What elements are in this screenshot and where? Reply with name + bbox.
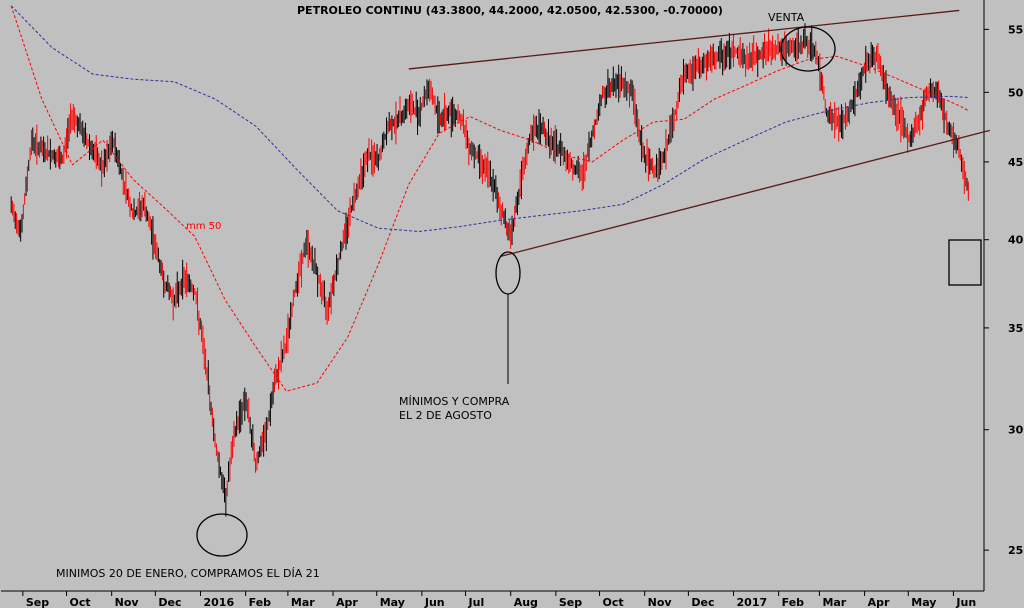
y-tick-label: 35 [1008,322,1023,335]
lower-trendline [500,129,990,258]
x-tick-label: May [911,596,936,608]
x-tick-label: Nov [115,596,140,608]
x-tick-label: Apr [868,596,890,608]
x-tick-label: Feb [249,596,272,608]
january-buy-label: MINIMOS 20 DE ENERO, COMPRAMOS EL DÍA 21 [56,567,320,580]
mm50-label: mm 50 [186,221,221,232]
chart-title: PETROLEO CONTINU (43.3800, 44.2000, 42.0… [297,4,723,17]
x-tick-label: Dec [158,596,181,608]
x-tick-label: Jun [955,596,976,608]
x-tick-label: Sep [559,596,582,608]
y-tick-label: 25 [1008,544,1023,557]
y-tick-label: 55 [1008,23,1023,36]
x-tick-label: Jul [468,596,485,608]
x-tick-label: Mar [822,596,846,608]
august-buy-label-line2: EL 2 DE AGOSTO [399,409,492,422]
x-tick-label: May [380,596,405,608]
x-tick-label: Sep [26,596,49,608]
y-tick-label: 50 [1008,86,1024,99]
x-axis-ticks: Sep Oct Nov Dec 2016 Feb Mar Apr May Jun Jul Aug Sep… [22,591,976,608]
x-tick-label: 2016 [204,596,235,608]
x-tick-label: Aug [514,596,538,608]
x-tick-label: 2017 [737,596,768,608]
x-tick-label: Nov [648,596,673,608]
y-tick-label: 30 [1008,424,1024,437]
upper-trendline [408,9,960,70]
mm200-line [10,5,970,233]
august-buy-label-line1: MÍNIMOS Y COMPRA [399,395,510,408]
x-tick-label: Dec [691,596,714,608]
x-tick-label: Mar [291,596,315,608]
sell-label: VENTA [768,11,805,24]
mm50-line [10,5,970,392]
x-tick-label: Feb [782,596,805,608]
current-price-box [948,239,982,286]
august-low-circle [495,251,521,295]
y-axis-ticks: 25 30 35 40 45 50 55 [984,23,1024,557]
y-tick-label: 45 [1008,156,1023,169]
price-bars [10,23,969,517]
x-tick-label: Apr [336,596,358,608]
x-tick-label: Jun [424,596,445,608]
sell-circle [780,26,836,72]
x-tick-label: Oct [70,596,91,608]
x-tick-label: Oct [603,596,624,608]
january-low-circle [196,513,248,557]
y-tick-label: 40 [1008,234,1024,247]
